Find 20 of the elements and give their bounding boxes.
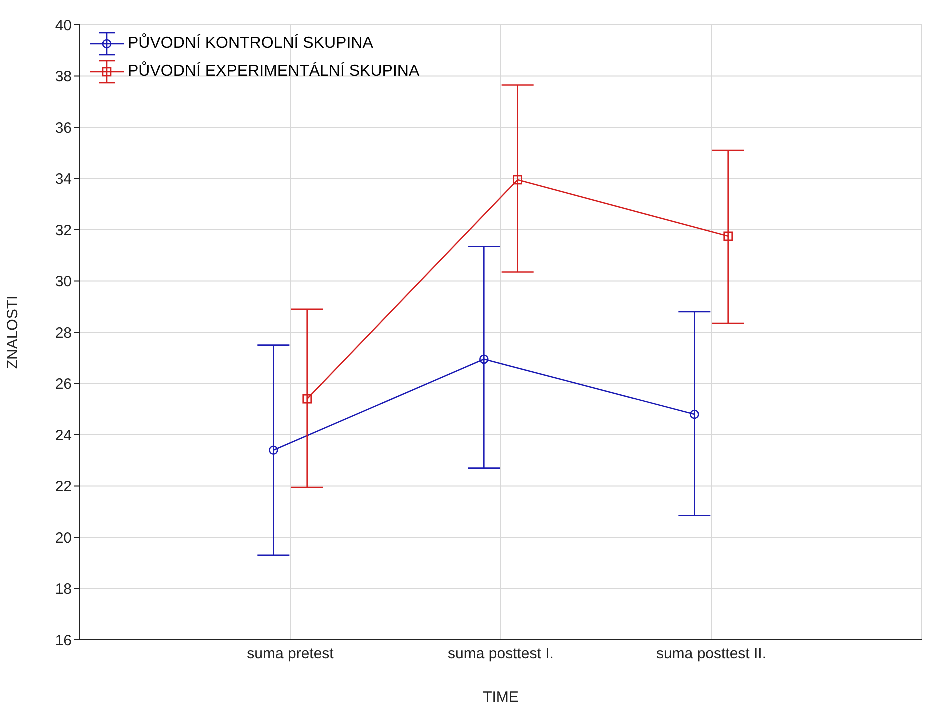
- y-tick-label: 32: [55, 222, 72, 240]
- y-tick-label: 40: [55, 17, 72, 34]
- x-tick-label: suma posttest I.: [448, 646, 554, 663]
- x-tick-label: suma pretest: [247, 646, 335, 663]
- y-tick-label: 34: [55, 171, 72, 188]
- legend-label: PŮVODNÍ EXPERIMENTÁLNÍ SKUPINA: [128, 63, 420, 81]
- y-tick-label: 16: [55, 632, 72, 650]
- y-tick-label: 38: [55, 68, 72, 86]
- x-axis-title: TIME: [483, 689, 519, 706]
- y-tick-label: 36: [55, 120, 72, 137]
- y-tick-label: 18: [55, 581, 72, 598]
- y-tick-label: 28: [55, 324, 72, 342]
- y-tick-label: 26: [55, 376, 72, 394]
- legend-label: PŮVODNÍ KONTROLNÍ SKUPINA: [128, 35, 374, 53]
- y-tick-label: 22: [55, 478, 72, 496]
- y-tick-label: 30: [55, 274, 72, 291]
- y-tick-label: 20: [55, 530, 72, 547]
- y-axis-title: ZNALOSTI: [4, 296, 22, 370]
- x-tick-label: suma posttest II.: [656, 646, 767, 663]
- y-tick-label: 24: [55, 427, 72, 444]
